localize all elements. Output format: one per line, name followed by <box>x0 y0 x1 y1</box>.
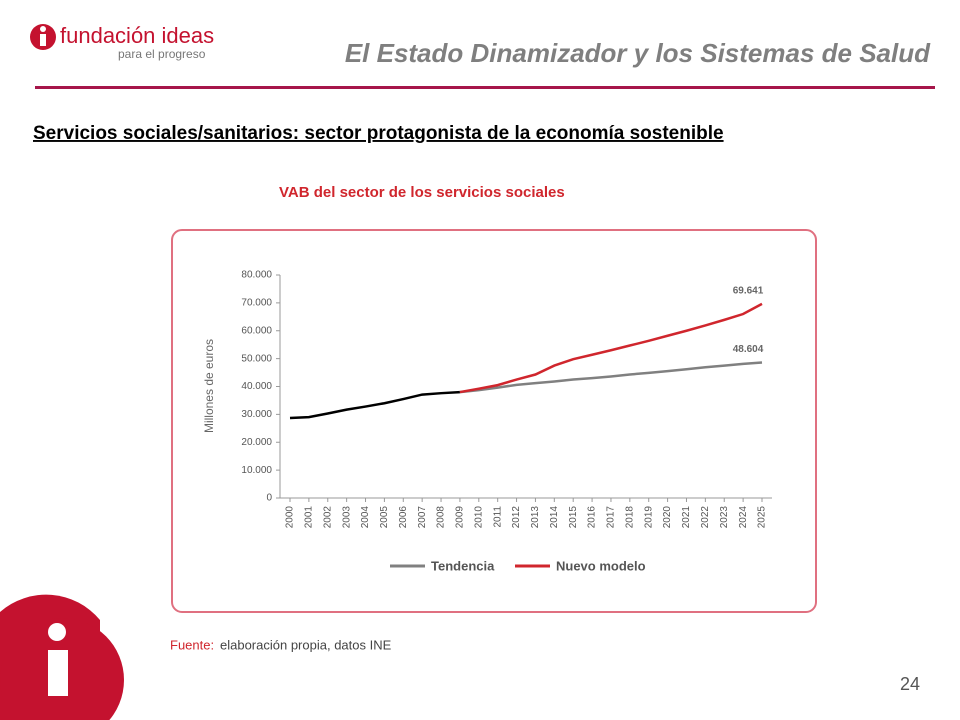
series-line <box>459 361 763 394</box>
slide-subtitle: Servicios sociales/sanitarios: sector pr… <box>33 123 724 144</box>
x-tick-label: 2015 <box>568 506 579 529</box>
x-tick-label: 2025 <box>757 506 768 529</box>
org-tagline: para el progreso <box>118 47 206 61</box>
x-tick-label: 2009 <box>455 506 466 529</box>
legend-label: Tendencia <box>431 558 495 573</box>
y-tick-label: 30.000 <box>241 409 272 420</box>
x-tick-label: 2010 <box>473 506 484 529</box>
x-tick-label: 2024 <box>738 506 749 529</box>
chart-title: VAB del sector de los servicios sociales <box>279 184 565 201</box>
x-tick-label: 2022 <box>700 506 711 529</box>
corner-logo-i <box>48 650 68 696</box>
x-tick-label: 2001 <box>304 506 315 529</box>
y-tick-label: 40.000 <box>241 381 272 392</box>
x-tick-label: 2017 <box>606 506 617 529</box>
y-tick-label: 10.000 <box>241 465 272 476</box>
x-tick-label: 2003 <box>341 506 352 529</box>
x-tick-label: 2014 <box>549 506 560 529</box>
y-tick-label: 50.000 <box>241 353 272 364</box>
legend-label: Nuevo modelo <box>556 558 646 573</box>
x-tick-label: 2012 <box>511 506 522 529</box>
x-tick-label: 2023 <box>719 506 730 529</box>
x-tick-label: 2018 <box>624 506 635 529</box>
x-tick-label: 2011 <box>492 506 503 528</box>
y-tick-label: 60.000 <box>241 325 272 336</box>
corner-logo-dot <box>48 623 66 641</box>
y-tick-label: 70.000 <box>241 298 272 309</box>
series-line <box>459 302 763 394</box>
x-tick-label: 2016 <box>587 506 598 529</box>
y-tick-label: 20.000 <box>241 437 272 448</box>
x-tick-label: 2013 <box>530 506 541 529</box>
value-label: 48.604 <box>733 344 764 355</box>
title-rule <box>35 86 935 89</box>
x-tick-label: 2004 <box>360 506 371 529</box>
slide-title: El Estado Dinamizador y los Sistemas de … <box>345 38 931 68</box>
x-tick-label: 2005 <box>379 506 390 529</box>
logo-dot <box>40 26 46 32</box>
x-tick-label: 2002 <box>322 506 333 529</box>
logo-i <box>40 34 46 46</box>
x-tick-label: 2006 <box>398 506 409 529</box>
series-line <box>289 390 460 420</box>
x-tick-label: 2020 <box>662 506 673 529</box>
y-axis-label: Millones de euros <box>202 339 216 433</box>
y-tick-label: 80.000 <box>241 270 272 281</box>
x-tick-label: 2021 <box>681 506 692 529</box>
source-text: elaboración propia, datos INE <box>220 637 392 652</box>
y-tick-label: 0 <box>266 493 272 504</box>
x-tick-label: 2007 <box>417 506 428 529</box>
org-name: fundación ideas <box>60 23 214 48</box>
chart-frame <box>171 229 817 613</box>
x-tick-label: 2019 <box>643 506 654 529</box>
x-tick-label: 2008 <box>436 506 447 529</box>
source-label: Fuente: <box>170 637 214 652</box>
x-tick-label: 2000 <box>285 506 296 529</box>
value-label: 69.641 <box>733 286 764 297</box>
page-number: 24 <box>900 674 920 694</box>
